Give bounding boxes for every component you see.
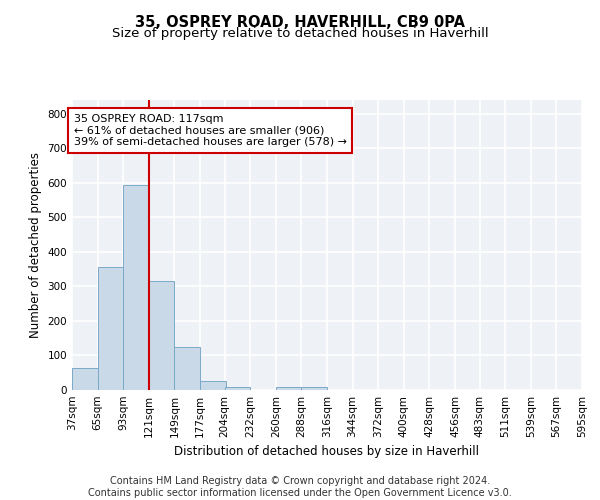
- Text: 35, OSPREY ROAD, HAVERHILL, CB9 0PA: 35, OSPREY ROAD, HAVERHILL, CB9 0PA: [135, 15, 465, 30]
- Y-axis label: Number of detached properties: Number of detached properties: [29, 152, 42, 338]
- Bar: [149, 281, 175, 390]
- Bar: [72, 368, 98, 390]
- Text: Contains HM Land Registry data © Crown copyright and database right 2024.
Contai: Contains HM Land Registry data © Crown c…: [88, 476, 512, 498]
- Bar: [98, 268, 123, 390]
- Text: Size of property relative to detached houses in Haverhill: Size of property relative to detached ho…: [112, 28, 488, 40]
- Bar: [276, 386, 301, 390]
- Bar: [123, 184, 149, 390]
- Bar: [200, 382, 226, 390]
- X-axis label: Distribution of detached houses by size in Haverhill: Distribution of detached houses by size …: [175, 446, 479, 458]
- Text: 35 OSPREY ROAD: 117sqm
← 61% of detached houses are smaller (906)
39% of semi-de: 35 OSPREY ROAD: 117sqm ← 61% of detached…: [74, 114, 347, 147]
- Bar: [224, 386, 250, 390]
- Bar: [301, 386, 327, 390]
- Bar: [175, 347, 200, 390]
